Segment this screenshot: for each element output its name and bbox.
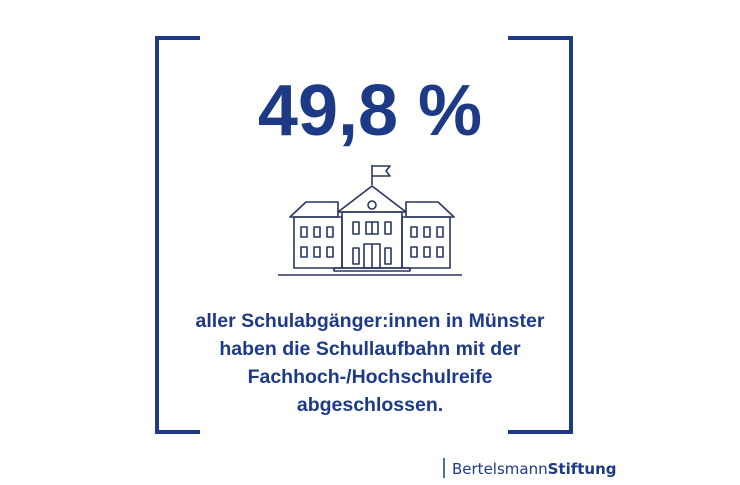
logo-second: Stiftung	[548, 460, 617, 478]
headline: 49,8 %	[258, 71, 482, 151]
logo: BertelsmannStiftung	[452, 460, 617, 478]
description: aller Schulabgänger:innen in Münster habe…	[196, 310, 545, 416]
right-bracket	[508, 36, 573, 434]
description-line: haben die Schullaufbahn mit der	[219, 338, 521, 360]
left-bracket	[155, 36, 200, 434]
logo-first: Bertelsmann	[452, 460, 548, 478]
school-icon	[278, 165, 462, 276]
description-line: abgeschlossen.	[297, 394, 443, 416]
brackets	[155, 36, 573, 434]
description-line: Fachhoch-/Hochschulreife	[248, 366, 493, 388]
description-line: aller Schulabgänger:innen in Münster	[196, 310, 545, 332]
